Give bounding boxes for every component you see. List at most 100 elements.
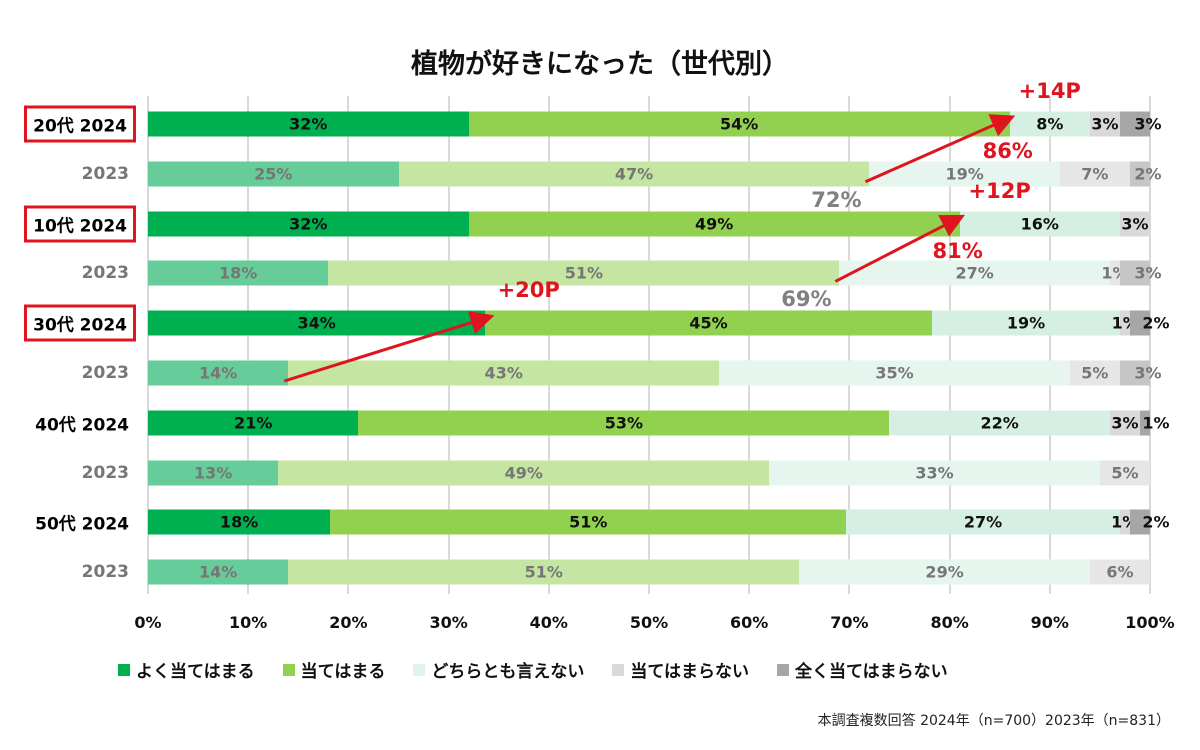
gridline bbox=[147, 96, 149, 594]
x-tick-label: 20% bbox=[329, 613, 368, 632]
bar-segment bbox=[1089, 559, 1150, 585]
data-label: 45% bbox=[689, 313, 728, 333]
data-label: 14% bbox=[198, 562, 238, 582]
bar-segment bbox=[148, 111, 469, 137]
data-label: 2% bbox=[1134, 164, 1162, 184]
data-label: 5% bbox=[1111, 463, 1139, 483]
gridline bbox=[1149, 96, 1151, 594]
data-label: 2% bbox=[1142, 512, 1170, 532]
data-label: 1% bbox=[1142, 413, 1170, 433]
data-label: 5% bbox=[1081, 363, 1109, 383]
legend-swatch bbox=[612, 663, 625, 676]
data-label: 43% bbox=[484, 363, 523, 383]
bar-segment bbox=[889, 410, 1110, 436]
bar-segment bbox=[799, 559, 1090, 585]
x-tick-label: 90% bbox=[1030, 613, 1069, 632]
row-label: 2023 bbox=[81, 163, 129, 184]
legend-item: 全く当てはまらない bbox=[777, 657, 948, 682]
bar-segment bbox=[1109, 410, 1140, 436]
data-label: 3% bbox=[1121, 214, 1149, 234]
data-label: 3% bbox=[1134, 363, 1162, 383]
data-label: 51% bbox=[569, 512, 608, 532]
gridline bbox=[848, 96, 851, 594]
new-total-label: 81% bbox=[932, 238, 983, 263]
increase-arrow bbox=[864, 114, 1016, 184]
bar-segment bbox=[959, 211, 1120, 237]
data-label: 19% bbox=[1006, 313, 1046, 333]
bar-segment bbox=[288, 360, 720, 386]
bar-segment bbox=[328, 260, 840, 286]
bar-segment bbox=[1139, 410, 1150, 436]
chart-title: 植物が好きになった（世代別） bbox=[411, 49, 789, 80]
bar-segment bbox=[1119, 360, 1150, 386]
bar-segment bbox=[148, 559, 289, 585]
bar-segment bbox=[1059, 161, 1130, 187]
x-tick-label: 10% bbox=[229, 613, 268, 632]
data-label: 35% bbox=[875, 363, 914, 383]
gridline bbox=[1048, 96, 1051, 594]
data-label: 49% bbox=[504, 463, 543, 483]
bar-segment bbox=[1089, 111, 1120, 137]
footnote: 本調査複数回答 2024年（n=700）2023年（n=831） bbox=[817, 713, 1170, 729]
bar-segment bbox=[1129, 161, 1150, 187]
data-label: 27% bbox=[955, 263, 994, 283]
x-tick-label: 30% bbox=[429, 613, 468, 632]
data-label: 16% bbox=[1020, 214, 1059, 234]
gridline bbox=[247, 96, 250, 594]
data-label: 2% bbox=[1142, 313, 1170, 333]
bar-segment bbox=[1119, 509, 1130, 535]
gridline bbox=[447, 96, 450, 594]
gridline bbox=[547, 96, 550, 594]
bar-segment bbox=[468, 211, 960, 237]
data-label: 32% bbox=[289, 214, 328, 234]
row-label: 20代 2024 bbox=[24, 105, 136, 143]
data-label: 51% bbox=[564, 263, 604, 283]
bar-segment bbox=[278, 460, 770, 486]
data-label: 13% bbox=[193, 463, 233, 483]
data-label: 47% bbox=[614, 164, 654, 184]
row-label: 2023 bbox=[81, 562, 129, 583]
bar-segment bbox=[1099, 460, 1150, 486]
legend-item: どちらとも言えない bbox=[413, 657, 584, 682]
gridline bbox=[648, 96, 650, 594]
increase-arrow bbox=[834, 214, 965, 283]
bar-segment bbox=[839, 260, 1110, 286]
delta-label: +12P bbox=[968, 178, 1031, 203]
new-total-label: 86% bbox=[982, 139, 1033, 163]
old-total-label: 69% bbox=[781, 287, 832, 312]
bar-segment bbox=[288, 559, 800, 585]
legend-label: 当てはまらない bbox=[630, 662, 750, 682]
data-label: 3% bbox=[1134, 263, 1162, 283]
data-label: 27% bbox=[963, 512, 1003, 532]
bar-segment bbox=[485, 310, 932, 336]
row-label: 2023 bbox=[81, 263, 129, 284]
delta-label: +20P bbox=[497, 278, 560, 303]
x-tick-label: 100% bbox=[1125, 613, 1175, 632]
data-label: 14% bbox=[198, 363, 238, 383]
bar-segment bbox=[330, 509, 847, 535]
bar-segment bbox=[1119, 111, 1150, 137]
data-label: 54% bbox=[720, 114, 759, 134]
gridline bbox=[948, 96, 951, 594]
data-label: 3% bbox=[1134, 114, 1162, 134]
old-total-label: 72% bbox=[811, 187, 862, 212]
data-label: 34% bbox=[297, 313, 336, 333]
x-tick-label: 60% bbox=[730, 613, 769, 632]
data-label: 33% bbox=[915, 463, 954, 483]
bar-segment bbox=[1009, 111, 1090, 137]
gridline bbox=[748, 96, 751, 594]
legend: よく当てはまる 当てはまる どちらとも言えない 当てはまらない 全く当てはまらない bbox=[118, 657, 948, 682]
bar-segment bbox=[148, 509, 331, 535]
increase-arrow bbox=[283, 311, 495, 383]
bar-segment bbox=[719, 360, 1070, 386]
data-label: 7% bbox=[1081, 164, 1109, 184]
x-tick-label: 40% bbox=[529, 613, 568, 632]
data-label: 3% bbox=[1091, 114, 1119, 134]
data-label: 49% bbox=[694, 214, 734, 234]
bar-segment bbox=[148, 460, 279, 486]
bar-segment bbox=[1129, 509, 1150, 535]
row-label: 2023 bbox=[81, 363, 129, 383]
data-label: 6% bbox=[1106, 562, 1134, 582]
bar-segment bbox=[148, 161, 399, 187]
